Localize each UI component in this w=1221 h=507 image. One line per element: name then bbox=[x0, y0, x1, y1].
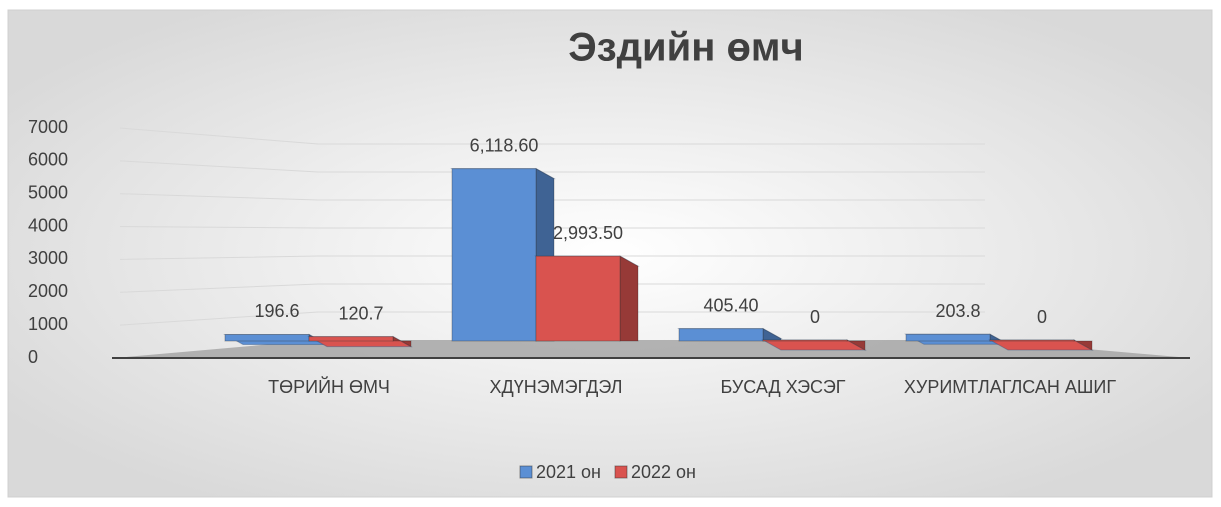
grid-line bbox=[119, 127, 985, 145]
y-tick-label: 6000 bbox=[28, 150, 68, 170]
legend-label: 2021 он bbox=[536, 462, 601, 482]
data-label: 405.40 bbox=[703, 295, 758, 315]
x-tick-label: ХУРИМТЛАГЛСАН АШИГ bbox=[903, 377, 1117, 397]
chart-title: Эздийн өмч bbox=[568, 26, 803, 70]
data-label: 120.7 bbox=[338, 303, 383, 323]
bar bbox=[677, 327, 783, 342]
data-label: 196.6 bbox=[254, 301, 299, 321]
legend-swatch bbox=[614, 465, 628, 479]
x-tick-label: ХДҮНЭМЭГДЭЛ bbox=[489, 377, 623, 397]
grid-line bbox=[119, 193, 985, 201]
y-tick-label: 0 bbox=[28, 347, 38, 367]
data-label: 0 bbox=[810, 307, 820, 327]
data-label: 0 bbox=[1037, 307, 1047, 327]
data-label: 2,993.50 bbox=[553, 223, 623, 243]
bar bbox=[904, 333, 1010, 346]
bar bbox=[307, 335, 413, 348]
data-label: 203.8 bbox=[935, 301, 980, 321]
grid-line bbox=[119, 283, 985, 293]
x-tick-label: БУСАД ХЭСЭГ bbox=[720, 377, 846, 397]
chart-area bbox=[7, 9, 1213, 498]
bar bbox=[534, 255, 640, 342]
y-tick-label: 3000 bbox=[28, 248, 68, 268]
y-tick-label: 7000 bbox=[28, 117, 68, 137]
bar bbox=[988, 339, 1094, 351]
y-tick-label: 4000 bbox=[28, 215, 68, 235]
grid-line bbox=[119, 160, 985, 173]
x-tick-label: ТӨРИЙН ӨМЧ bbox=[268, 377, 390, 397]
grid-line bbox=[119, 226, 985, 229]
bar bbox=[761, 339, 867, 351]
grid-line bbox=[119, 255, 985, 260]
y-tick-label: 2000 bbox=[28, 281, 68, 301]
data-label: 6,118.60 bbox=[470, 135, 539, 155]
grid-line bbox=[119, 311, 985, 326]
y-tick-label: 5000 bbox=[28, 182, 68, 202]
legend-label: 2022 он bbox=[631, 462, 696, 482]
y-tick-label: 1000 bbox=[28, 314, 68, 334]
legend-swatch bbox=[519, 465, 533, 479]
